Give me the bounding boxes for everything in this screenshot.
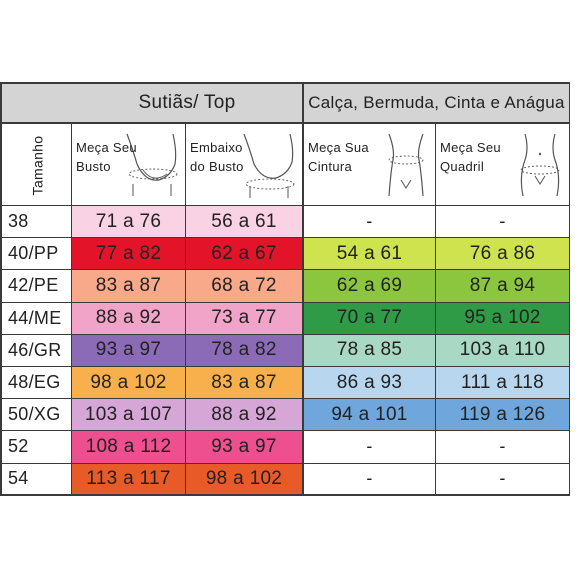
underbust-cell: 88 a 92 bbox=[186, 399, 304, 432]
underbust-cell: 56 a 61 bbox=[186, 206, 304, 239]
underbust-cell: 68 a 72 bbox=[186, 270, 304, 303]
bust-cell: 71 a 76 bbox=[72, 206, 186, 239]
waist-cell: 62 a 69 bbox=[304, 270, 436, 303]
size-cell: 46/GR bbox=[0, 334, 72, 367]
hip-label-line2: Quadril bbox=[440, 159, 485, 174]
underbust-column-header: Embaixo do Busto bbox=[186, 124, 304, 206]
hip-cell: 111 a 118 bbox=[436, 367, 570, 400]
bust-cell: 77 a 82 bbox=[72, 238, 186, 271]
bottom-group-header: Calça, Bermuda, Cinta e Anágua bbox=[304, 82, 570, 124]
bust-cell: 108 a 112 bbox=[72, 431, 186, 464]
bust-column-header: Meça Seu Busto bbox=[72, 124, 186, 206]
hip-cell: - bbox=[436, 463, 570, 496]
waist-cell: 54 a 61 bbox=[304, 238, 436, 271]
size-column-label: Tamanho bbox=[29, 135, 46, 195]
size-cell: 50/XG bbox=[0, 399, 72, 432]
hip-cell: - bbox=[436, 206, 570, 239]
waist-cell: 70 a 77 bbox=[304, 302, 436, 335]
hip-column-header: Meça Seu Quadril bbox=[436, 124, 570, 206]
underbust-cell: 62 a 67 bbox=[186, 238, 304, 271]
bust-cell: 103 a 107 bbox=[72, 399, 186, 432]
waist-cell: - bbox=[304, 431, 436, 464]
bust-cell: 98 a 102 bbox=[72, 367, 186, 400]
size-cell: 40/PP bbox=[0, 238, 72, 271]
size-cell: 48/EG bbox=[0, 367, 72, 400]
hip-cell: 95 a 102 bbox=[436, 302, 570, 335]
hip-measure-icon bbox=[520, 133, 560, 197]
size-cell: 38 bbox=[0, 206, 72, 239]
hip-cell: 87 a 94 bbox=[436, 270, 570, 303]
waist-label-line2: Cintura bbox=[308, 159, 353, 174]
hip-cell: 76 a 86 bbox=[436, 238, 570, 271]
bust-cell: 88 a 92 bbox=[72, 302, 186, 335]
bust-label-line1: Meça Seu bbox=[76, 140, 137, 155]
waist-label-line1: Meça Sua bbox=[308, 140, 369, 155]
underbust-measure-icon bbox=[243, 133, 295, 198]
size-cell: 54 bbox=[0, 463, 72, 496]
bust-cell: 93 a 97 bbox=[72, 334, 186, 367]
bust-measure-icon bbox=[126, 133, 178, 196]
waist-measure-icon bbox=[388, 133, 424, 197]
size-chart-table: Sutiãs/ Top Calça, Bermuda, Cinta e Anág… bbox=[0, 82, 570, 496]
underbust-cell: 93 a 97 bbox=[186, 431, 304, 464]
hip-label-line1: Meça Seu bbox=[440, 140, 501, 155]
underbust-cell: 98 a 102 bbox=[186, 463, 304, 496]
waist-cell: - bbox=[304, 206, 436, 239]
waist-cell: 78 a 85 bbox=[304, 334, 436, 367]
waist-column-header: Meça Sua Cintura bbox=[304, 124, 436, 206]
hip-cell: 119 a 126 bbox=[436, 399, 570, 432]
bust-cell: 113 a 117 bbox=[72, 463, 186, 496]
size-cell: 44/ME bbox=[0, 302, 72, 335]
waist-cell: - bbox=[304, 463, 436, 496]
bust-cell: 83 a 87 bbox=[72, 270, 186, 303]
hip-cell: 103 a 110 bbox=[436, 334, 570, 367]
underbust-cell: 83 a 87 bbox=[186, 367, 304, 400]
empty-corner bbox=[0, 82, 72, 124]
size-cell: 52 bbox=[0, 431, 72, 464]
waist-cell: 86 a 93 bbox=[304, 367, 436, 400]
bust-label-line2: Busto bbox=[76, 159, 111, 174]
underbust-cell: 78 a 82 bbox=[186, 334, 304, 367]
waist-cell: 94 a 101 bbox=[304, 399, 436, 432]
size-column-header: Tamanho bbox=[0, 124, 72, 206]
hip-cell: - bbox=[436, 431, 570, 464]
underbust-label-line1: Embaixo bbox=[190, 140, 243, 155]
top-group-header: Sutiãs/ Top bbox=[72, 82, 304, 124]
size-cell: 42/PE bbox=[0, 270, 72, 303]
underbust-label-line2: do Busto bbox=[190, 159, 244, 174]
underbust-cell: 73 a 77 bbox=[186, 302, 304, 335]
